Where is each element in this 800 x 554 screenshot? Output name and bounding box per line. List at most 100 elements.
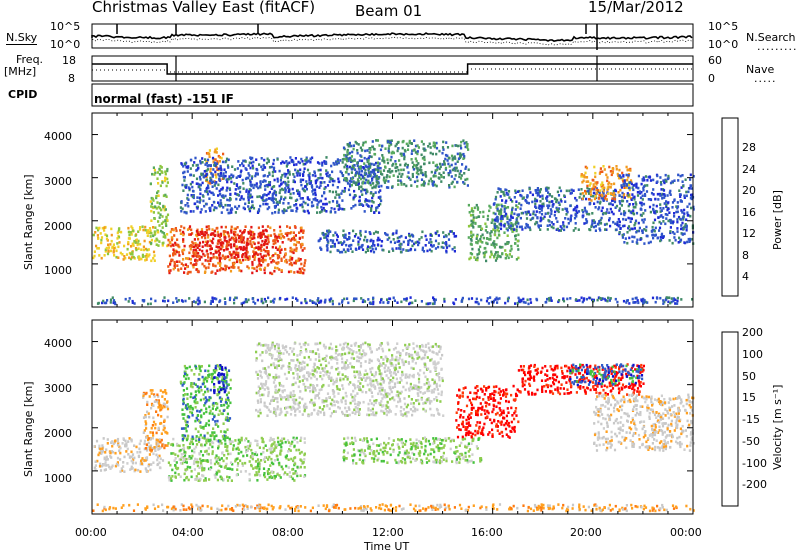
power-panel-cell	[584, 192, 587, 195]
power-panel-cell	[680, 209, 683, 212]
power-panel-cell	[168, 241, 171, 244]
power-panel-cell	[672, 299, 675, 303]
velocity-panel-cell	[279, 476, 282, 479]
power-panel-cell	[500, 208, 503, 211]
power-panel-cell	[92, 256, 95, 260]
power-panel-cell	[187, 165, 190, 168]
power-panel-cell	[150, 297, 153, 301]
power-panel-cell	[372, 300, 375, 304]
power-panel-cell	[218, 175, 221, 178]
power-panel-cell	[472, 233, 475, 237]
velocity-panel-cell	[125, 442, 128, 445]
power-panel-cell	[276, 239, 279, 243]
power-panel-cell	[671, 221, 674, 225]
power-panel-cell	[366, 238, 369, 242]
power-panel-cell	[247, 196, 250, 199]
power-panel-cell	[339, 170, 342, 173]
velocity-panel-cell	[103, 456, 106, 460]
velocity-panel-cell	[153, 400, 156, 403]
power-panel-cell	[686, 211, 689, 214]
power-cb-tick-20: 20	[742, 184, 756, 197]
power-panel-cell	[195, 252, 198, 255]
velocity-panel-cell	[145, 458, 149, 461]
power-panel-cell	[341, 207, 344, 211]
power-panel-cell	[511, 206, 514, 210]
power-panel-cell	[516, 220, 519, 224]
power-panel-cell	[188, 297, 191, 300]
power-panel-cell	[252, 231, 255, 234]
power-panel-cell	[514, 189, 517, 193]
power-panel-cell	[227, 255, 230, 258]
velocity-panel-cell	[101, 444, 104, 447]
power-panel-cell	[262, 258, 266, 262]
velocity-cb-tick-neg200: -200	[742, 478, 767, 491]
velocity-panel-cell	[174, 457, 177, 460]
power-panel-cell	[364, 168, 367, 172]
power-panel-cell	[508, 253, 511, 256]
power-panel-cell	[286, 176, 289, 180]
power-panel-cell	[475, 216, 478, 219]
power-panel-cell	[469, 252, 472, 255]
power-panel-cell	[685, 226, 688, 229]
power-panel-cell	[283, 255, 286, 259]
power-panel-cell	[255, 172, 258, 176]
power-panel-cell	[636, 299, 639, 302]
velocity-panel-cell	[124, 439, 127, 443]
power-panel-cell	[343, 153, 346, 157]
power-panel-cell	[470, 231, 473, 234]
velocity-panel-cell	[140, 462, 143, 465]
velocity-panel-cell	[157, 399, 160, 402]
velocity-panel-cell	[185, 461, 188, 464]
velocity-panel-cell	[180, 456, 183, 459]
power-panel-cell	[374, 230, 378, 234]
velocity-panel-cell	[163, 446, 166, 450]
power-panel-cell	[160, 208, 163, 212]
power-panel-cell	[237, 251, 240, 255]
power-panel-cell	[197, 252, 200, 255]
power-panel-cell	[321, 208, 324, 212]
power-panel-cell	[253, 247, 256, 250]
power-panel-cell	[268, 183, 271, 187]
power-panel-cell	[409, 296, 412, 299]
power-panel-cell	[242, 247, 245, 250]
power-panel-cell	[371, 145, 374, 149]
power-panel-cell	[614, 206, 617, 209]
power-panel-cell	[220, 257, 223, 260]
power-panel-cell	[360, 173, 363, 177]
power-panel-cell	[230, 180, 233, 184]
power-panel-cell	[348, 237, 351, 241]
velocity-panel-cell	[191, 454, 194, 458]
power-panel-cell	[278, 233, 281, 237]
power-panel-cell	[228, 258, 231, 262]
power-panel-cell	[244, 252, 247, 255]
power-panel-cell	[493, 246, 497, 249]
power-panel-cell	[407, 171, 410, 174]
power-panel-cell	[369, 170, 373, 174]
power-panel-cell	[189, 210, 192, 213]
power-panel-cell	[440, 175, 443, 179]
power-panel-cell	[586, 186, 589, 190]
power-ytick-3000: 3000	[44, 175, 72, 188]
power-panel-cell	[232, 264, 235, 268]
power-panel-cell	[276, 266, 279, 270]
power-panel-cell	[637, 186, 640, 190]
power-panel-cell	[242, 182, 245, 185]
power-panel-cell	[300, 301, 303, 305]
power-panel-cell	[405, 184, 408, 188]
velocity-panel-cell	[133, 456, 136, 460]
power-panel-cell	[534, 213, 537, 217]
power-panel-cell	[448, 184, 451, 187]
power-panel-cell	[377, 185, 380, 188]
power-panel-data-cells	[92, 139, 695, 306]
power-panel-cell	[499, 255, 502, 259]
power-panel-cell	[485, 241, 488, 245]
power-panel-cell	[220, 194, 223, 198]
power-panel-cell	[409, 247, 413, 251]
power-panel-cell	[432, 175, 435, 178]
power-panel-cell	[228, 204, 231, 207]
power-panel-cell	[135, 248, 138, 252]
power-panel-cell	[673, 215, 676, 218]
power-panel-cell	[319, 246, 322, 250]
power-panel-cell	[139, 242, 142, 246]
velocity-panel-cell	[143, 429, 146, 432]
